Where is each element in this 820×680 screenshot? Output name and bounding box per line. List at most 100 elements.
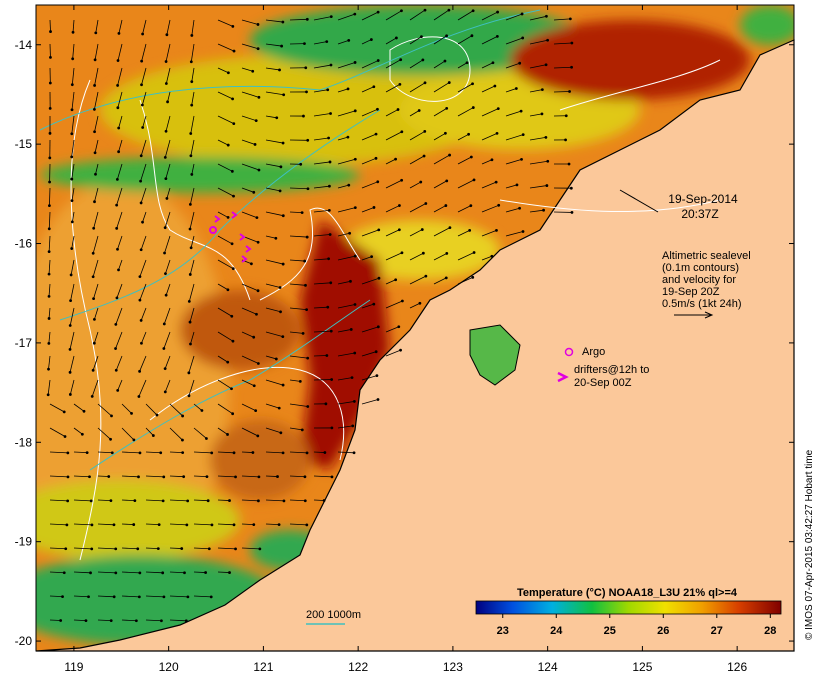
velocity-arrow xyxy=(457,230,470,237)
velocity-arrow xyxy=(49,595,63,598)
velocity-arrow-head xyxy=(394,36,398,40)
velocity-arrow xyxy=(167,91,171,102)
velocity-arrow-head xyxy=(156,547,160,551)
velocity-arrow xyxy=(265,67,280,71)
velocity-arrow xyxy=(505,207,520,213)
velocity-arrow xyxy=(140,163,147,182)
velocity-arrow-head xyxy=(94,172,97,176)
velocity-arrow xyxy=(47,379,51,395)
velocity-arrow-head xyxy=(49,55,52,59)
velocity-arrow xyxy=(169,499,188,502)
velocity-arrow xyxy=(94,115,99,132)
colorbar-tick-label: 28 xyxy=(764,625,776,637)
velocity-arrow xyxy=(457,252,475,261)
velocity-arrow-head xyxy=(400,299,404,303)
velocity-arrow xyxy=(121,427,135,441)
velocity-arrow xyxy=(71,163,75,180)
velocity-arrow-head xyxy=(209,595,213,599)
velocity-arrow-head xyxy=(70,177,74,181)
velocity-arrow-head xyxy=(228,571,231,574)
velocity-arrow-head xyxy=(68,393,72,396)
velocity-arrow-head xyxy=(84,619,88,622)
velocity-arrow-head xyxy=(540,88,544,92)
velocity-arrow-head xyxy=(281,451,285,455)
velocity-arrow xyxy=(289,499,306,502)
velocity-arrow xyxy=(289,187,308,190)
velocity-arrow-head xyxy=(472,178,476,182)
velocity-arrow-head xyxy=(48,106,52,110)
velocity-arrow-head xyxy=(47,317,51,320)
velocity-arrow-head xyxy=(518,61,522,65)
velocity-arrow-head xyxy=(424,202,428,205)
velocity-arrow-head xyxy=(328,160,332,164)
velocity-arrow xyxy=(142,19,147,35)
velocity-arrow xyxy=(385,179,402,189)
velocity-arrow-head xyxy=(256,362,260,365)
velocity-arrow xyxy=(73,595,89,598)
velocity-arrow xyxy=(145,451,161,454)
velocity-arrow xyxy=(481,181,497,189)
velocity-arrow xyxy=(145,619,162,622)
velocity-arrow xyxy=(409,155,425,165)
velocity-arrow xyxy=(433,205,447,213)
velocity-arrow xyxy=(217,139,229,146)
velocity-arrow xyxy=(433,9,450,21)
velocity-arrow-head xyxy=(140,341,143,345)
velocity-arrow xyxy=(217,475,236,478)
velocity-arrow xyxy=(361,207,375,213)
velocity-arrow xyxy=(169,475,184,478)
velocity-arrow xyxy=(481,36,498,45)
velocity-arrow-head xyxy=(570,65,573,69)
velocity-arrow-head xyxy=(230,169,234,173)
velocity-arrow-head xyxy=(300,428,304,432)
velocity-arrow xyxy=(409,82,426,93)
velocity-arrow xyxy=(117,67,123,86)
velocity-arrow xyxy=(145,499,164,502)
velocity-arrow xyxy=(165,67,171,84)
velocity-arrow xyxy=(385,279,396,285)
velocity-arrow-head xyxy=(280,44,284,48)
velocity-arrow-head xyxy=(107,475,111,478)
velocity-arrow xyxy=(190,139,195,156)
velocity-arrow xyxy=(73,451,88,454)
velocity-arrow-head xyxy=(423,8,427,12)
velocity-arrow xyxy=(94,139,99,153)
velocity-arrow-head xyxy=(82,409,86,413)
velocity-arrow xyxy=(49,187,51,206)
velocity-arrow xyxy=(94,43,99,60)
velocity-arrow-head xyxy=(93,151,97,155)
velocity-arrow xyxy=(193,403,203,411)
velocity-arrow-head xyxy=(70,155,74,159)
velocity-arrow-head xyxy=(347,38,351,42)
velocity-arrow-head xyxy=(330,426,334,430)
velocity-arrow xyxy=(139,283,147,301)
velocity-arrow-head xyxy=(232,49,236,53)
scale-arrow-head xyxy=(704,311,714,319)
velocity-arrow-head xyxy=(329,112,332,115)
velocity-arrow xyxy=(361,157,377,165)
colorbar-title: Temperature (°C) NOAA18_L3U 21% ql>=4 xyxy=(517,587,738,599)
velocity-arrow xyxy=(165,283,171,296)
velocity-arrow-head xyxy=(159,451,163,455)
velocity-arrow xyxy=(71,235,75,249)
velocity-arrow-head xyxy=(398,82,402,86)
velocity-arrow xyxy=(141,331,147,344)
velocity-arrow-head xyxy=(514,87,518,90)
velocity-arrow-head xyxy=(228,499,231,502)
velocity-arrow xyxy=(95,163,99,175)
velocity-arrow xyxy=(48,235,51,252)
velocity-arrow-head xyxy=(352,451,356,455)
velocity-arrow xyxy=(337,401,355,405)
velocity-arrow-head xyxy=(491,61,495,65)
velocity-arrow-head xyxy=(394,278,398,282)
velocity-arrow xyxy=(241,547,260,550)
velocity-arrow-head xyxy=(305,17,309,21)
velocity-arrow-head xyxy=(252,384,256,388)
velocity-arrow xyxy=(457,156,472,165)
velocity-arrow-head xyxy=(281,214,285,218)
velocity-arrow xyxy=(361,133,377,141)
velocity-arrow xyxy=(265,259,284,265)
velocity-arrow xyxy=(121,475,139,478)
velocity-arrow-head xyxy=(186,499,190,503)
velocity-arrow-head xyxy=(372,85,376,89)
